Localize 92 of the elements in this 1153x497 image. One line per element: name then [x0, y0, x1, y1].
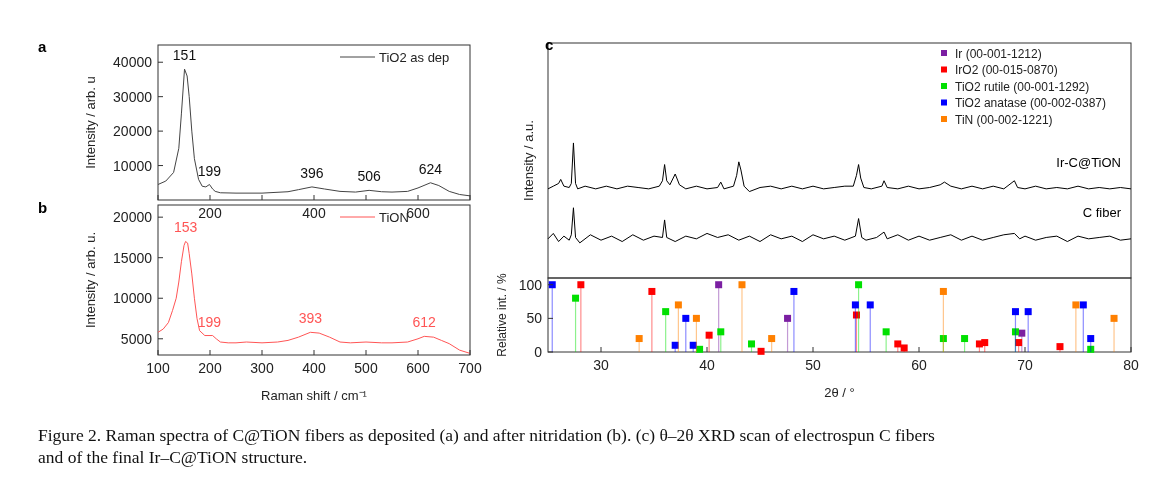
- point: [939, 287, 947, 295]
- point: [768, 335, 776, 343]
- chart-title: c: [545, 36, 554, 53]
- legend-label: TiO2 rutile (00-001-1292): [955, 79, 1090, 94]
- point: [1011, 308, 1019, 316]
- y-tick-label: 20000: [113, 209, 153, 226]
- point: [866, 301, 874, 309]
- point: [1079, 301, 1087, 309]
- x-tick-label: 500: [354, 360, 378, 376]
- point: [1024, 308, 1032, 316]
- y-tick-label: 20000: [113, 123, 153, 140]
- point: [961, 335, 969, 343]
- annotation: 506: [357, 168, 382, 185]
- point: [662, 308, 670, 316]
- point: [717, 328, 725, 336]
- y-tick-label: 50: [526, 310, 543, 327]
- x-tick-label: 200: [198, 360, 222, 376]
- point: [1110, 314, 1118, 322]
- point: [894, 340, 902, 348]
- chart-title: a: [38, 38, 47, 55]
- legend-label: TiN (00-002-1221): [955, 112, 1053, 127]
- point: [577, 281, 585, 289]
- x-tick-label: 300: [250, 360, 274, 376]
- caption: Figure 2. Raman spectra of C@TiON fibers as deposited (a) and after nitridation (b). (c) θ–2θ XRD scan of electrospun C fibers and of the final Ir–C@TiON structure.: [38, 425, 935, 467]
- point: [689, 341, 697, 349]
- x-tick-label: 200: [198, 205, 222, 221]
- x-tick-label: 400: [302, 205, 326, 221]
- point: [882, 328, 890, 336]
- point: [851, 301, 859, 309]
- point: [635, 335, 643, 343]
- annotation: 151: [172, 47, 197, 64]
- point: [692, 314, 700, 322]
- x-tick-label: 700: [458, 360, 482, 376]
- point: [1087, 335, 1095, 343]
- x-tick-label: 80: [1123, 357, 1139, 373]
- point: [855, 281, 863, 289]
- y-tick-label: 15000: [113, 249, 153, 266]
- x-axis-title: Raman shift / cm⁻¹: [261, 388, 368, 403]
- x-tick-label: 30: [593, 357, 609, 373]
- point: [1011, 328, 1019, 336]
- legend-label: TiO2 anatase (00-002-0387): [955, 96, 1106, 110]
- point: [1015, 339, 1023, 347]
- annotation: 199: [197, 162, 222, 179]
- annotation: 199: [197, 313, 222, 330]
- x-axis-title: 2θ / °: [824, 385, 855, 400]
- x-tick-label: 400: [302, 360, 326, 376]
- y-axis-title: Relative int. / %: [495, 272, 509, 357]
- chart-title: b: [38, 199, 48, 216]
- point: [715, 281, 723, 289]
- annotation: 612: [412, 314, 437, 331]
- point: [671, 341, 679, 349]
- point: [981, 339, 989, 347]
- legend-label: TiO2 as dep: [379, 49, 450, 65]
- point: [852, 311, 860, 319]
- y-axis-title: Intensity / arb. u.: [83, 231, 98, 329]
- y-tick-label: 5000: [120, 330, 153, 347]
- x-tick-label: 70: [1017, 357, 1033, 373]
- line-series: [157, 240, 471, 354]
- y-axis-title: Intensity / a.u.: [521, 120, 536, 201]
- y-tick-label: 30000: [113, 88, 153, 105]
- point: [784, 314, 792, 322]
- x-tick-label: 50: [805, 357, 821, 373]
- x-tick-label: 600: [406, 360, 430, 376]
- x-tick-label: 100: [146, 360, 170, 376]
- point: [1072, 301, 1080, 309]
- y-tick-label: 0: [534, 344, 543, 360]
- y-axis-title: Intensity / arb. u: [83, 76, 98, 169]
- annotation: 153: [173, 219, 198, 236]
- annotation: 393: [298, 310, 323, 327]
- x-tick-label: 60: [911, 357, 927, 373]
- legend-label: IrO2 (00-015-0870): [955, 63, 1058, 77]
- x-tick-label: 40: [699, 357, 715, 373]
- point: [682, 314, 690, 322]
- point: [572, 294, 580, 302]
- legend-label: Ir (00-001-1212): [955, 46, 1042, 61]
- annotation: 624: [418, 160, 443, 177]
- point: [790, 287, 798, 295]
- y-tick-label: 10000: [113, 290, 153, 307]
- series-label: Ir-C@TiON: [1056, 154, 1121, 170]
- annotation: 396: [300, 164, 324, 181]
- y-tick-label: 10000: [113, 157, 153, 174]
- point: [648, 287, 656, 295]
- y-tick-label: 100: [518, 276, 543, 293]
- line-series: [157, 68, 471, 197]
- point: [748, 340, 756, 348]
- point: [674, 301, 682, 309]
- point: [705, 331, 713, 339]
- y-tick-label: 40000: [113, 54, 153, 71]
- series-label: C fiber: [1082, 204, 1122, 220]
- point: [738, 281, 746, 289]
- point: [939, 335, 947, 343]
- point: [1018, 329, 1026, 337]
